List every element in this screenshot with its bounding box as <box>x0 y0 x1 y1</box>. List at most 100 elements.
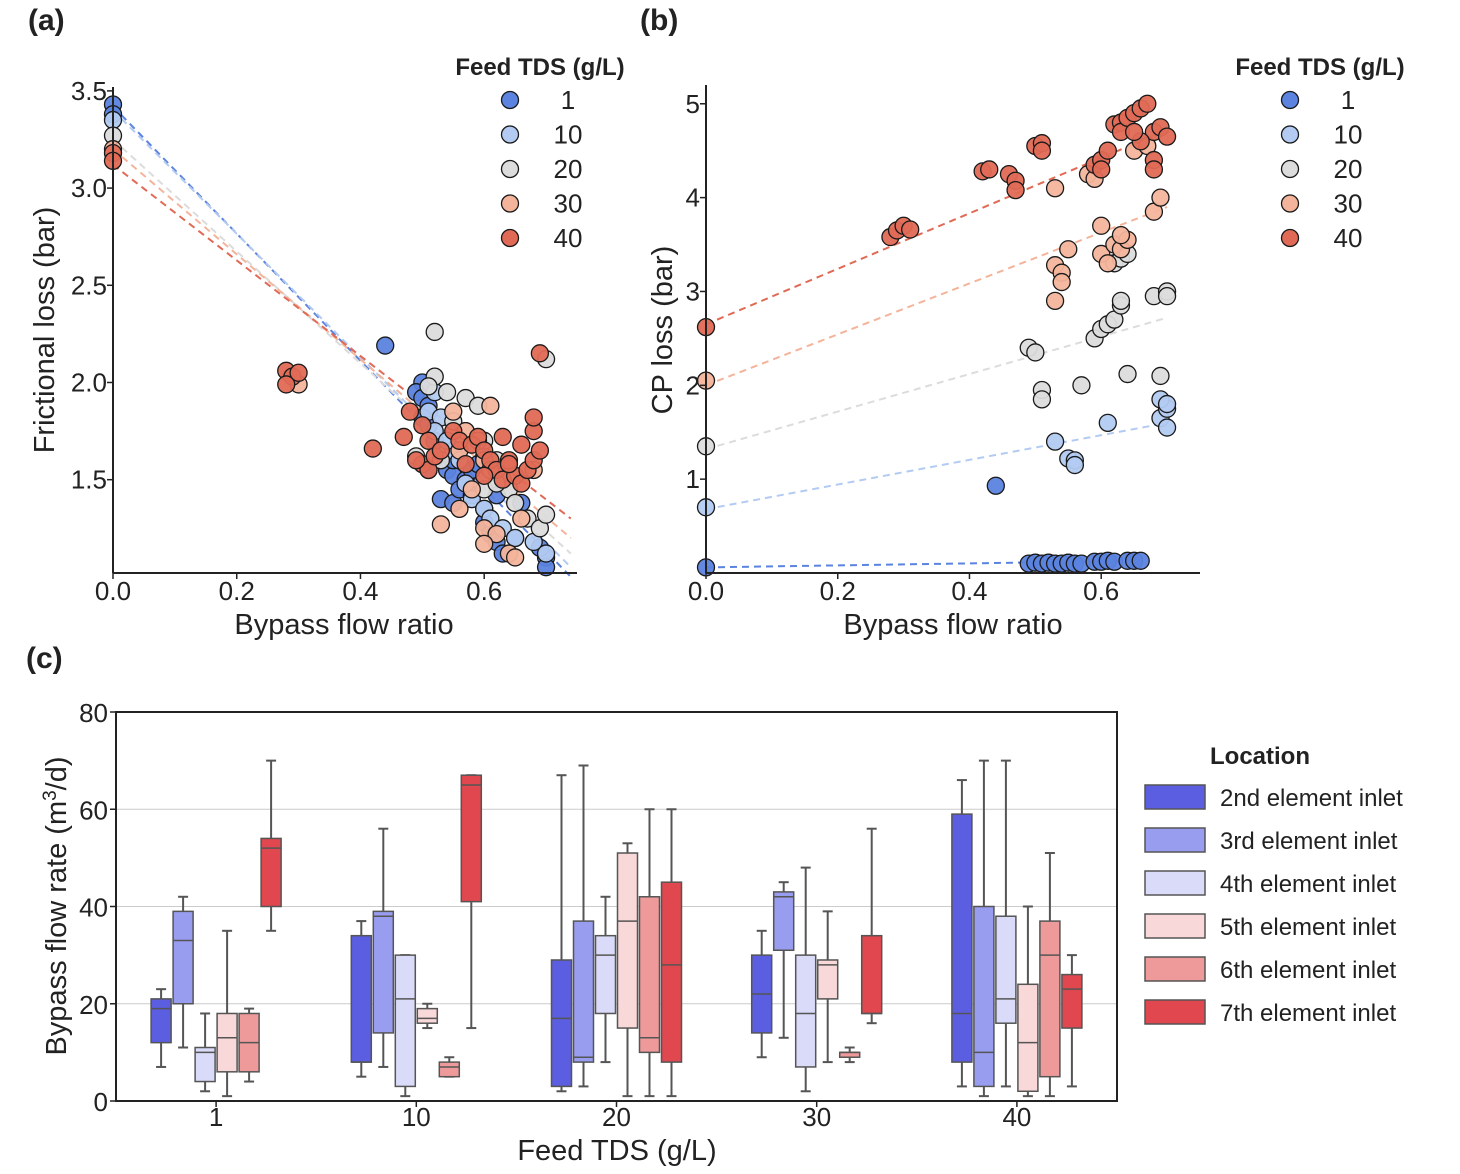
y-tick-label: 3 <box>686 276 700 306</box>
panel-c-chart: 0 20 40 60 80 1 10 20 30 40 Feed TDS (g/L) Bypass… <box>40 698 1403 1167</box>
box-1-5 <box>216 929 238 1098</box>
box-iqr <box>416 1007 439 1024</box>
box-40-5 <box>1017 905 1039 1098</box>
panel-a-xlabel: Bypass flow ratio <box>234 609 453 641</box>
legend-marker-10 <box>500 125 520 144</box>
y-tick-label: 80 <box>79 698 108 728</box>
y-tick-label: 5 <box>686 89 700 119</box>
box-iqr <box>350 934 373 1063</box>
x-tick-label: 40 <box>1002 1102 1031 1132</box>
legend-label-10: 10 <box>554 120 583 150</box>
panel-c-ylabel-sup: 3 <box>40 790 61 801</box>
legend-swatch-7 <box>1144 999 1206 1025</box>
legend-label-10: 10 <box>1334 120 1363 150</box>
panel-b-xlabel: Bypass flow ratio <box>843 609 1062 641</box>
box-10-6 <box>438 1056 461 1078</box>
legend-label-3: 3rd element inlet <box>1220 828 1398 855</box>
legend-label-6: 6th element inlet <box>1220 957 1396 984</box>
box-30-6 <box>838 1046 861 1064</box>
data-point-b-30 <box>1092 216 1111 235</box>
box-iqr <box>216 1012 238 1073</box>
data-point-b-20 <box>1157 287 1177 306</box>
panel-a-legend-title: Feed TDS (g/L) <box>455 54 624 81</box>
data-point-a-40 <box>456 454 475 474</box>
box-20-6 <box>638 808 661 1098</box>
panel-a-label: (a) <box>28 4 65 37</box>
panel-b-ylabel: CP loss (bar) <box>647 246 679 415</box>
data-point-b-30 <box>1045 291 1065 310</box>
data-point-a-30 <box>462 480 481 499</box>
panel-b-label: (b) <box>640 4 678 37</box>
box-iqr <box>995 915 1017 1024</box>
box-iqr <box>638 896 661 1054</box>
y-tick-label: 3.5 <box>71 76 107 106</box>
data-point-b-1 <box>986 476 1005 495</box>
box-iqr <box>860 934 883 1015</box>
y-tick-label: 2 <box>686 370 700 400</box>
data-point-b-30 <box>1098 254 1117 273</box>
panel-b-legend: Feed TDS (g/L) 1 10 20 30 40 <box>1235 54 1404 253</box>
data-point-b-30 <box>1111 226 1131 245</box>
data-point-a-30 <box>431 515 451 534</box>
box-iqr <box>150 998 172 1044</box>
data-point-b-20 <box>1032 390 1052 409</box>
box-iqr <box>1017 983 1039 1093</box>
data-point-b-40 <box>901 220 920 239</box>
data-point-a-30 <box>475 534 494 553</box>
y-tick-label: 3.0 <box>71 173 107 203</box>
y-tick-label: 4 <box>686 183 700 213</box>
data-point-b-40 <box>1098 141 1117 160</box>
legend-label-1: 1 <box>561 85 575 115</box>
data-point-a-40 <box>431 441 451 460</box>
data-point-a-40 <box>475 466 494 485</box>
data-point-a-20 <box>425 322 444 342</box>
data-point-a-20 <box>437 383 457 402</box>
box-iqr <box>794 954 817 1068</box>
data-point-a-30 <box>450 499 469 518</box>
data-point-b-40 <box>1138 94 1157 113</box>
box-iqr <box>816 959 839 1000</box>
box-10-7 <box>460 774 483 1030</box>
box-iqr <box>951 813 973 1063</box>
legend-marker-40 <box>500 228 520 248</box>
legend-marker-1 <box>500 90 520 110</box>
box-iqr <box>572 920 595 1063</box>
box-30-4 <box>794 866 817 1093</box>
box-40-6 <box>1039 852 1061 1098</box>
data-point-b-20 <box>1151 366 1170 386</box>
data-point-a-30 <box>487 524 506 544</box>
box-10-5 <box>416 1002 439 1030</box>
box-30-2 <box>750 929 773 1059</box>
trend-line-a-20 <box>112 138 572 555</box>
box-10-3 <box>372 827 395 1068</box>
data-point-a-10 <box>536 544 556 563</box>
legend-swatch-5 <box>1144 913 1206 939</box>
x-tick-label: 0.6 <box>466 576 502 606</box>
legend-label-20: 20 <box>1334 154 1363 184</box>
data-point-b-10 <box>1065 455 1085 475</box>
y-tick-label: 20 <box>79 990 108 1020</box>
data-point-b-30 <box>1151 188 1170 207</box>
box-iqr <box>616 852 639 1029</box>
panel-a-chart: 0.0 0.2 0.4 0.6 1.5 2.0 2.5 3.0 3.5 Bypass flow … <box>29 54 625 641</box>
legend-label-5: 5th element inlet <box>1220 914 1396 941</box>
legend-marker-30 <box>500 194 520 213</box>
y-tick-label: 1.5 <box>71 465 107 495</box>
box-20-5 <box>616 842 639 1098</box>
box-iqr <box>460 774 483 903</box>
data-point-b-30 <box>1052 272 1071 292</box>
legend-label-7: 7th element inlet <box>1220 1000 1396 1027</box>
box-20-2 <box>550 774 573 1093</box>
data-point-b-40 <box>1124 122 1144 142</box>
data-point-a-40 <box>289 363 308 382</box>
legend-label-2: 2nd element inlet <box>1220 785 1403 812</box>
data-point-a-40 <box>363 439 382 458</box>
data-point-a-40 <box>277 375 296 394</box>
data-point-b-20 <box>1072 376 1091 395</box>
data-point-b-20 <box>1118 364 1137 384</box>
data-point-a-30 <box>444 402 463 421</box>
x-tick-label: 0.2 <box>820 576 856 606</box>
data-point-a-40 <box>419 431 438 450</box>
legend-marker-40 <box>1280 228 1300 248</box>
